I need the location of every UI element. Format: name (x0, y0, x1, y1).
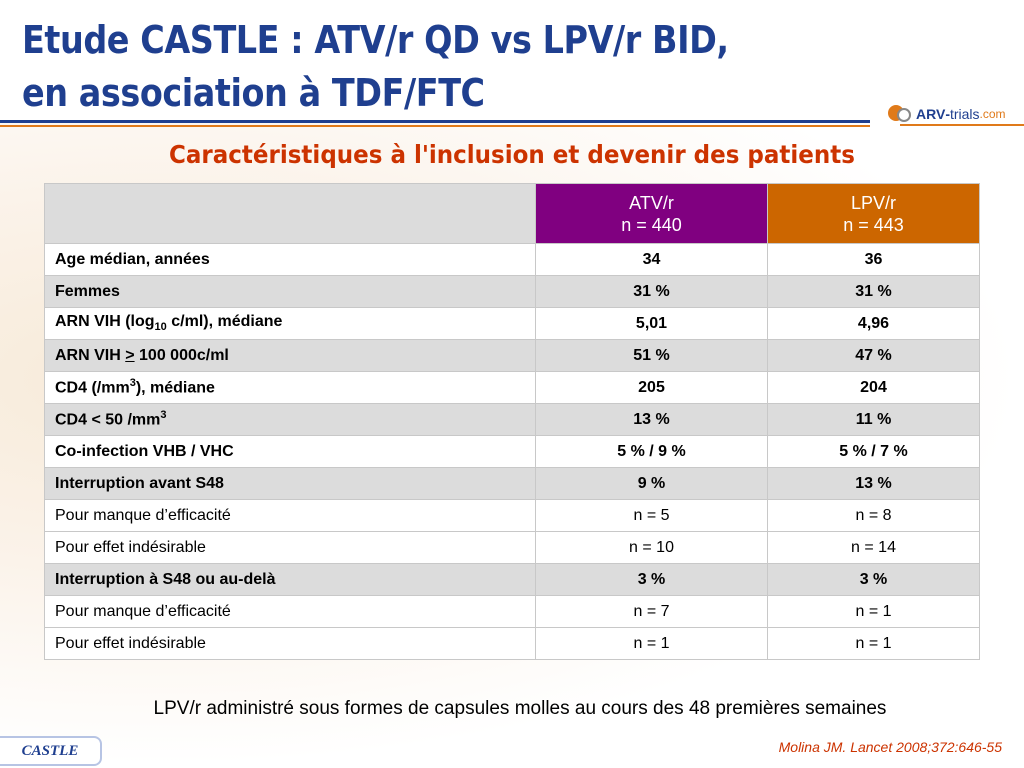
row-label-part: 100 000c/ml (134, 346, 229, 364)
row-lpv-value: 13 % (767, 467, 980, 500)
row-label-part: CD4 < 50 /mm (55, 411, 161, 429)
row-label-part: c/ml), médiane (166, 313, 283, 331)
patient-characteristics-table: ATV/r n = 440 LPV/r n = 443 Age médian, … (44, 183, 980, 660)
row-label: Interruption avant S48 (44, 467, 536, 500)
row-lpv-value: 3 % (767, 563, 980, 596)
logo-dash-text: - (945, 106, 950, 122)
title-rule-orange (0, 125, 870, 127)
row-label-part: ARN VIH (log (55, 313, 155, 331)
row-label-subscript: 10 (154, 321, 167, 334)
row-atv-value: 205 (535, 371, 768, 404)
row-lpv-value: n = 1 (767, 595, 980, 628)
row-atv-value: n = 7 (535, 595, 768, 628)
title-rule-blue (0, 120, 870, 123)
table-row: Pour manque d’efficacité n = 7 n = 1 (44, 595, 980, 628)
row-label-part: CD4 (/mm (55, 379, 130, 397)
title-line-2: en association à TDF/FTC (22, 71, 485, 115)
row-atv-value: 51 % (535, 339, 768, 372)
row-lpv-value: 31 % (767, 275, 980, 308)
row-label-part: ARN VIH (55, 346, 126, 364)
row-lpv-value: 47 % (767, 339, 980, 372)
logo-arv-text: ARV (916, 106, 946, 122)
row-lpv-value: n = 14 (767, 531, 980, 564)
castle-badge: CASTLE (0, 736, 102, 766)
row-label: Pour effet indésirable (44, 627, 536, 660)
row-atv-value: n = 5 (535, 499, 768, 532)
row-label: CD4 < 50 /mm3 (44, 403, 536, 436)
row-atv-value: 31 % (535, 275, 768, 308)
row-atv-value: 9 % (535, 467, 768, 500)
table-row: Femmes 31 % 31 % (44, 275, 980, 308)
row-label: Co-infection VHB / VHC (44, 435, 536, 468)
row-label: Age médian, années (44, 243, 536, 276)
row-label-superscript: 3 (129, 377, 136, 390)
table-row: Pour effet indésirable n = 1 n = 1 (44, 627, 980, 660)
header-atv-n: n = 440 (621, 214, 682, 235)
row-atv-value: n = 10 (535, 531, 768, 564)
table-row: CD4 (/mm3), médiane 205 204 (44, 371, 980, 404)
row-atv-value: 5,01 (535, 307, 768, 340)
header-lpv-n: n = 443 (843, 214, 904, 235)
title-line-1: Etude CASTLE : ATV/r QD vs LPV/r BID, (22, 18, 729, 62)
row-label-part: ), médiane (135, 379, 215, 397)
table-row: CD4 < 50 /mm3 13 % 11 % (44, 403, 980, 436)
table-row: ARN VIH > 100 000c/ml 51 % 47 % (44, 339, 980, 372)
row-atv-value: 5 % / 9 % (535, 435, 768, 468)
logo-mark-icon (888, 103, 914, 125)
row-label: ARN VIH > 100 000c/ml (44, 339, 536, 372)
header-lpv: LPV/r n = 443 (767, 183, 980, 244)
footnote: LPV/r administré sous formes de capsules… (153, 698, 887, 719)
row-label: Pour manque d’efficacité (44, 595, 536, 628)
table-row: Pour manque d’efficacité n = 5 n = 8 (44, 499, 980, 532)
row-atv-value: 34 (535, 243, 768, 276)
table-row: Interruption avant S48 9 % 13 % (44, 467, 980, 500)
header-lpv-name: LPV/r (850, 192, 897, 213)
row-label: Pour manque d’efficacité (44, 499, 536, 532)
logo-com-text: .com (979, 107, 1006, 121)
logo-trials-text: trials (949, 106, 980, 122)
table-row: ARN VIH (log10 c/ml), médiane 5,01 4,96 (44, 307, 980, 340)
header-atv-name: ATV/r (629, 192, 674, 213)
row-label: CD4 (/mm3), médiane (44, 371, 536, 404)
row-label-superscript: 3 (160, 409, 167, 422)
row-lpv-value: 4,96 (767, 307, 980, 340)
title-rule-orange-right (900, 124, 1024, 126)
header-blank-cell (44, 183, 536, 244)
row-lpv-value: n = 8 (767, 499, 980, 532)
slide-subtitle: Caractéristiques à l'inclusion et deveni… (169, 140, 855, 169)
row-label: ARN VIH (log10 c/ml), médiane (44, 307, 536, 340)
table-row: Co-infection VHB / VHC 5 % / 9 % 5 % / 7… (44, 435, 980, 468)
row-atv-value: 13 % (535, 403, 768, 436)
row-atv-value: 3 % (535, 563, 768, 596)
row-atv-value: n = 1 (535, 627, 768, 660)
table-row: Interruption à S48 ou au-delà 3 % 3 % (44, 563, 980, 596)
row-lpv-value: 11 % (767, 403, 980, 436)
row-lpv-value: 36 (767, 243, 980, 276)
table-row: Pour effet indésirable n = 10 n = 14 (44, 531, 980, 564)
row-label-underlined: > (125, 346, 135, 364)
header-atv: ATV/r n = 440 (535, 183, 768, 244)
row-label: Femmes (44, 275, 536, 308)
row-lpv-value: 204 (767, 371, 980, 404)
citation: Molina JM. Lancet 2008;372:646-55 (778, 739, 1002, 755)
row-label: Pour effet indésirable (44, 531, 536, 564)
arv-trials-logo: ARV - trials .com (888, 100, 1006, 128)
row-lpv-value: n = 1 (767, 627, 980, 660)
row-label: Interruption à S48 ou au-delà (44, 563, 536, 596)
table-row: Age médian, années 34 36 (44, 243, 980, 276)
slide-title: Etude CASTLE : ATV/r QD vs LPV/r BID, en… (22, 14, 729, 120)
row-lpv-value: 5 % / 7 % (767, 435, 980, 468)
table-header-row: ATV/r n = 440 LPV/r n = 443 (44, 183, 980, 244)
